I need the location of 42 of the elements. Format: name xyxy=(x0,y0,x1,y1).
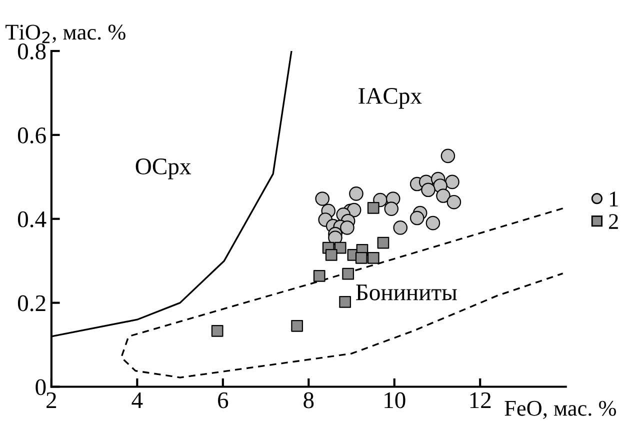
annotation: Бониниты xyxy=(356,284,457,300)
point xyxy=(349,186,364,201)
x-tick-label: 8 xyxy=(304,392,314,408)
point xyxy=(393,220,408,235)
x-axis-title: FeO, мас. % xyxy=(504,400,616,420)
y-axis-title: TiO$_{2}$, мас. % xyxy=(6,24,126,44)
point xyxy=(384,202,399,216)
point xyxy=(291,320,303,332)
y-tick-label: 0.8 xyxy=(18,43,46,60)
x-tick-label: 10 xyxy=(384,392,406,408)
point xyxy=(211,325,224,337)
x-tick-label: 6 xyxy=(218,392,228,408)
point xyxy=(410,210,424,226)
point xyxy=(421,182,436,198)
point xyxy=(315,192,330,206)
legend-label: 2 xyxy=(609,214,618,229)
point xyxy=(367,202,380,214)
y-tick-label: 0.4 xyxy=(18,211,46,228)
point xyxy=(377,236,390,249)
point xyxy=(325,249,338,261)
y-tick-label: 0 xyxy=(36,379,46,396)
point xyxy=(313,270,326,282)
y-tick-label: 0.6 xyxy=(18,127,46,144)
point xyxy=(440,148,456,164)
annotation: OCpx xyxy=(136,158,191,180)
line-series xyxy=(120,208,564,378)
point xyxy=(342,268,354,280)
point xyxy=(426,216,440,230)
x-tick-label: 2 xyxy=(46,392,56,408)
annotation: IACpx xyxy=(358,88,422,109)
y-tick-label: 0.2 xyxy=(18,295,46,312)
point xyxy=(334,242,346,254)
point xyxy=(340,220,354,235)
point xyxy=(367,252,380,264)
point xyxy=(436,188,450,203)
legend-label: 1 xyxy=(610,192,618,206)
point xyxy=(445,174,460,190)
point xyxy=(446,194,462,210)
x-tick-label: 12 xyxy=(470,392,491,408)
point xyxy=(339,296,352,308)
point xyxy=(355,252,368,264)
x-tick-label: 4 xyxy=(132,392,143,408)
